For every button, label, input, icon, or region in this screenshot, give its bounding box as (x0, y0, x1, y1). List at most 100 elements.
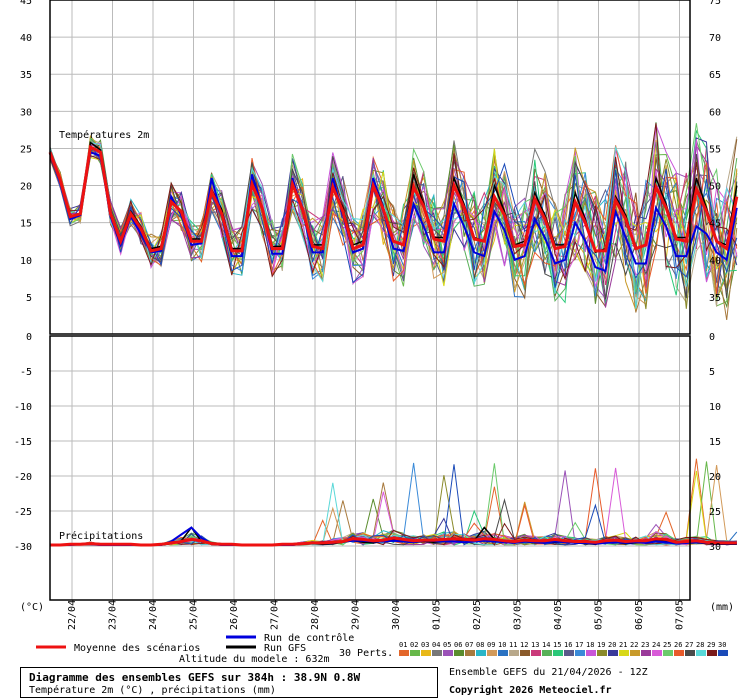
pert-swatch (432, 650, 442, 656)
y2-tick-label: 55 (709, 144, 721, 155)
y2-tick-label: 50 (709, 182, 721, 193)
y-tick-label: 25 (20, 144, 32, 155)
y-tick-label: 5 (26, 293, 32, 304)
pert-swatch (465, 650, 475, 656)
y-tick-label: -25 (14, 507, 32, 518)
y2-tick-label: 5 (709, 367, 715, 378)
legend-gfs-label: Run GFS (264, 643, 306, 654)
pert-swatch (685, 650, 695, 656)
pert-swatch (542, 650, 552, 656)
pert-number-label: 11 (509, 641, 517, 649)
precipitation-frame (49, 335, 691, 601)
pert-number-label: 23 (641, 641, 649, 649)
perturbation-legend: 01 02 03 04 05 06 07 08 09 10 11 12 13 14 15 16 17 18 19 20… (399, 641, 728, 656)
y-tick-label: -5 (20, 367, 32, 378)
legend-perts-label: 30 Perts. (339, 648, 393, 659)
pert-swatch (509, 650, 519, 656)
x-tick-label: 04/05 (553, 600, 564, 630)
pert-number-label: 17 (575, 641, 583, 649)
pert-swatch (608, 650, 618, 656)
precipitation-mean-line (50, 536, 737, 547)
pert-number-label: 29 (707, 641, 715, 649)
pert-number-label: 13 (531, 641, 539, 649)
pert-number-label: 22 (630, 641, 638, 649)
x-tick-label: 30/04 (391, 600, 402, 630)
y-tick-label: 35 (20, 70, 32, 81)
pert-number-label: 04 (432, 641, 440, 649)
pert-swatch (586, 650, 596, 656)
y2-tick-label: 35 (709, 293, 721, 304)
pert-number-label: 16 (564, 641, 572, 649)
x-tick-label: 07/05 (675, 600, 686, 630)
y2-tick-label: 70 (709, 33, 721, 44)
precipitation-series (50, 526, 737, 547)
chart-info-box: Diagramme des ensembles GEFS sur 384h : … (20, 667, 438, 698)
legend-mean-label: Moyenne des scénarios (74, 642, 200, 654)
pert-swatch (619, 650, 629, 656)
pert-swatch (641, 650, 651, 656)
pert-swatch (553, 650, 563, 656)
pert-number-label: 20 (608, 641, 616, 649)
pert-swatch (696, 650, 706, 656)
y2-tick-label: 30 (709, 542, 721, 553)
run-info: Ensemble GEFS du 21/04/2026 - 12Z (449, 667, 648, 678)
right-axis-unit: (mm) (710, 602, 734, 613)
pert-number-label: 24 (652, 641, 660, 649)
pert-swatch (399, 650, 409, 656)
x-tick-label: 29/04 (351, 600, 362, 630)
panel-title-precipitation: Précipitations (59, 530, 143, 542)
pert-swatch (575, 650, 585, 656)
pert-number-label: 10 (498, 641, 506, 649)
pert-swatch (476, 650, 486, 656)
axis-ticks: 510152025303540453540455055606570750-5-1… (14, 0, 721, 630)
y2-tick-label: 25 (709, 507, 721, 518)
pert-swatch (531, 650, 541, 656)
pert-number-label: 25 (663, 641, 671, 649)
temperature-series (48, 141, 739, 273)
x-tick-label: 27/04 (270, 600, 281, 630)
y-tick-label: -20 (14, 472, 32, 483)
y2-tick-label: 45 (709, 219, 721, 230)
pert-number-label: 02 (410, 641, 418, 649)
pert-number-label: 26 (674, 641, 682, 649)
y-tick-label: 0 (26, 332, 32, 343)
y2-tick-label: 20 (709, 472, 721, 483)
pert-swatch (498, 650, 508, 656)
pert-swatch (663, 650, 673, 656)
y-tick-label: 30 (20, 107, 32, 118)
pert-number-label: 21 (619, 641, 627, 649)
chart-subtitle: Température 2m (°C) , précipitations (mm… (29, 685, 276, 696)
y-tick-label: -15 (14, 437, 32, 448)
pert-number-label: 28 (696, 641, 704, 649)
pert-number-label: 09 (487, 641, 495, 649)
chart-title: Diagramme des ensembles GEFS sur 384h : … (29, 671, 361, 684)
pert-swatch (487, 650, 497, 656)
y2-tick-label: 75 (709, 0, 721, 7)
x-tick-label: 01/05 (432, 600, 443, 630)
pert-number-label: 27 (685, 641, 693, 649)
y2-tick-label: 65 (709, 70, 721, 81)
temperature-mean-line (48, 144, 739, 253)
pert-number-label: 06 (454, 641, 462, 649)
x-tick-label: 06/05 (634, 600, 645, 630)
y-tick-label: 40 (20, 33, 32, 44)
pert-number-label: 15 (553, 641, 561, 649)
panel-title-temperature: Températures 2m (59, 129, 149, 141)
pert-number-label: 08 (476, 641, 484, 649)
temperature-member-line (49, 122, 738, 281)
y-tick-label: -10 (14, 402, 32, 413)
y2-tick-label: 0 (709, 332, 715, 343)
model-altitude: Altitude du modele : 632m (179, 654, 330, 665)
x-tick-label: 02/05 (472, 600, 483, 630)
copyright: Copyright 2026 Meteociel.fr (449, 685, 612, 696)
pert-number-label: 05 (443, 641, 451, 649)
pert-swatch (630, 650, 640, 656)
y-tick-label: -30 (14, 542, 32, 553)
pert-swatch (718, 650, 728, 656)
pert-swatch (652, 650, 662, 656)
pert-swatch (707, 650, 717, 656)
panel-frames (49, 0, 691, 601)
x-tick-label: 25/04 (189, 600, 200, 630)
temperature-frame (49, 0, 691, 335)
y2-tick-label: 10 (709, 402, 721, 413)
